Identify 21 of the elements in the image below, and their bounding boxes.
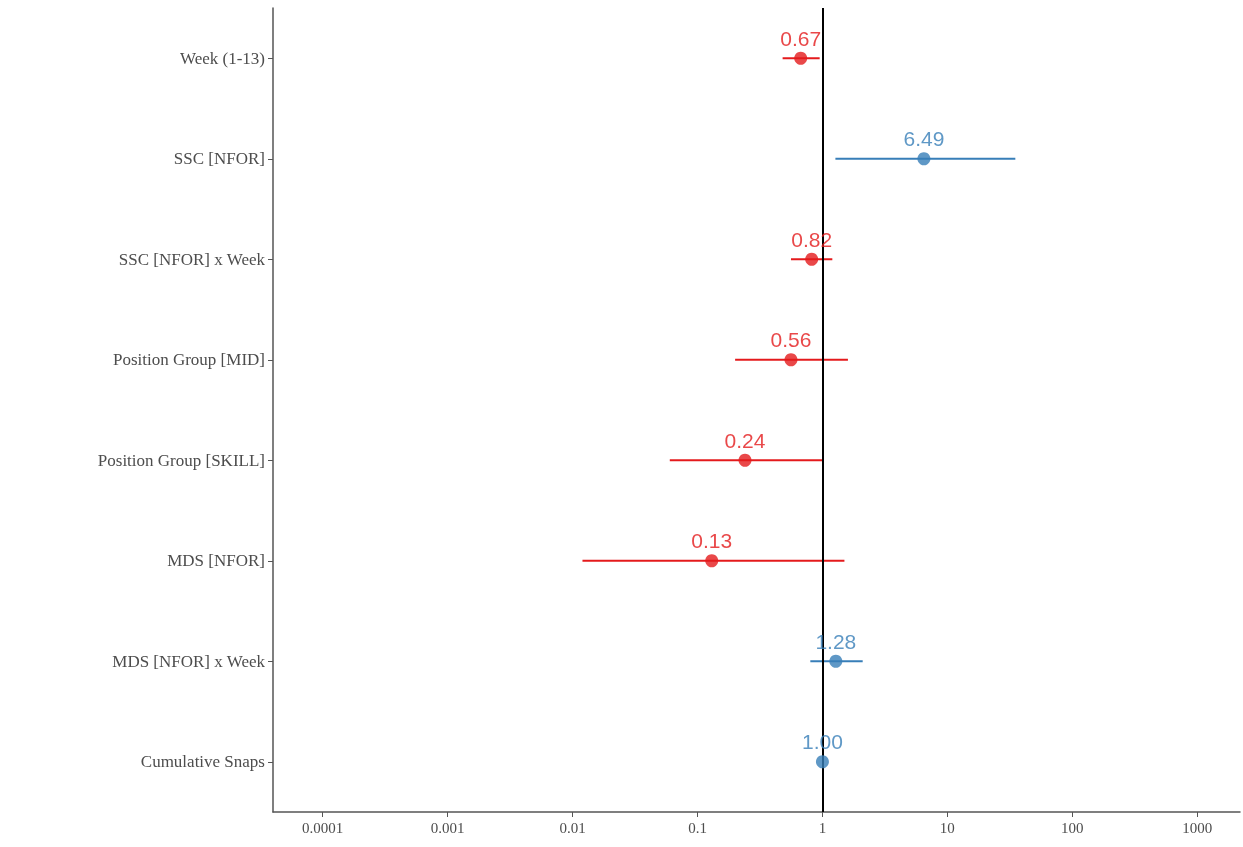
x-tick-label: 100 xyxy=(1061,819,1084,836)
x-tick-label: 0.0001 xyxy=(302,819,344,836)
data-label: 6.49 xyxy=(903,127,945,151)
x-tick-label: 0.01 xyxy=(559,819,586,836)
data-label: 0.13 xyxy=(691,529,733,553)
data-label: 0.56 xyxy=(770,328,812,352)
x-tick-label: 0.1 xyxy=(688,819,707,836)
y-tick-label: Position Group [MID] xyxy=(112,350,265,370)
y-tick-label: MDS [NFOR] xyxy=(167,551,265,571)
y-tick-label: Cumulative Snaps xyxy=(140,752,265,772)
data-label: 0.24 xyxy=(724,428,766,452)
y-tick-label: MDS [NFOR] x Week xyxy=(112,651,266,671)
y-tick-label: Position Group [SKILL] xyxy=(97,450,265,470)
x-tick-label: 1 xyxy=(818,819,827,836)
x-tick-label: 10 xyxy=(939,819,955,836)
x-tick-label: 0.001 xyxy=(430,819,465,836)
y-tick-label: Week (1-13) xyxy=(179,48,265,68)
x-tick-label: 1000 xyxy=(1182,819,1213,836)
data-label: 0.67 xyxy=(780,26,822,50)
y-tick-label: SSC [NFOR] x Week xyxy=(118,249,266,269)
y-tick-label: SSC [NFOR] xyxy=(173,149,265,169)
